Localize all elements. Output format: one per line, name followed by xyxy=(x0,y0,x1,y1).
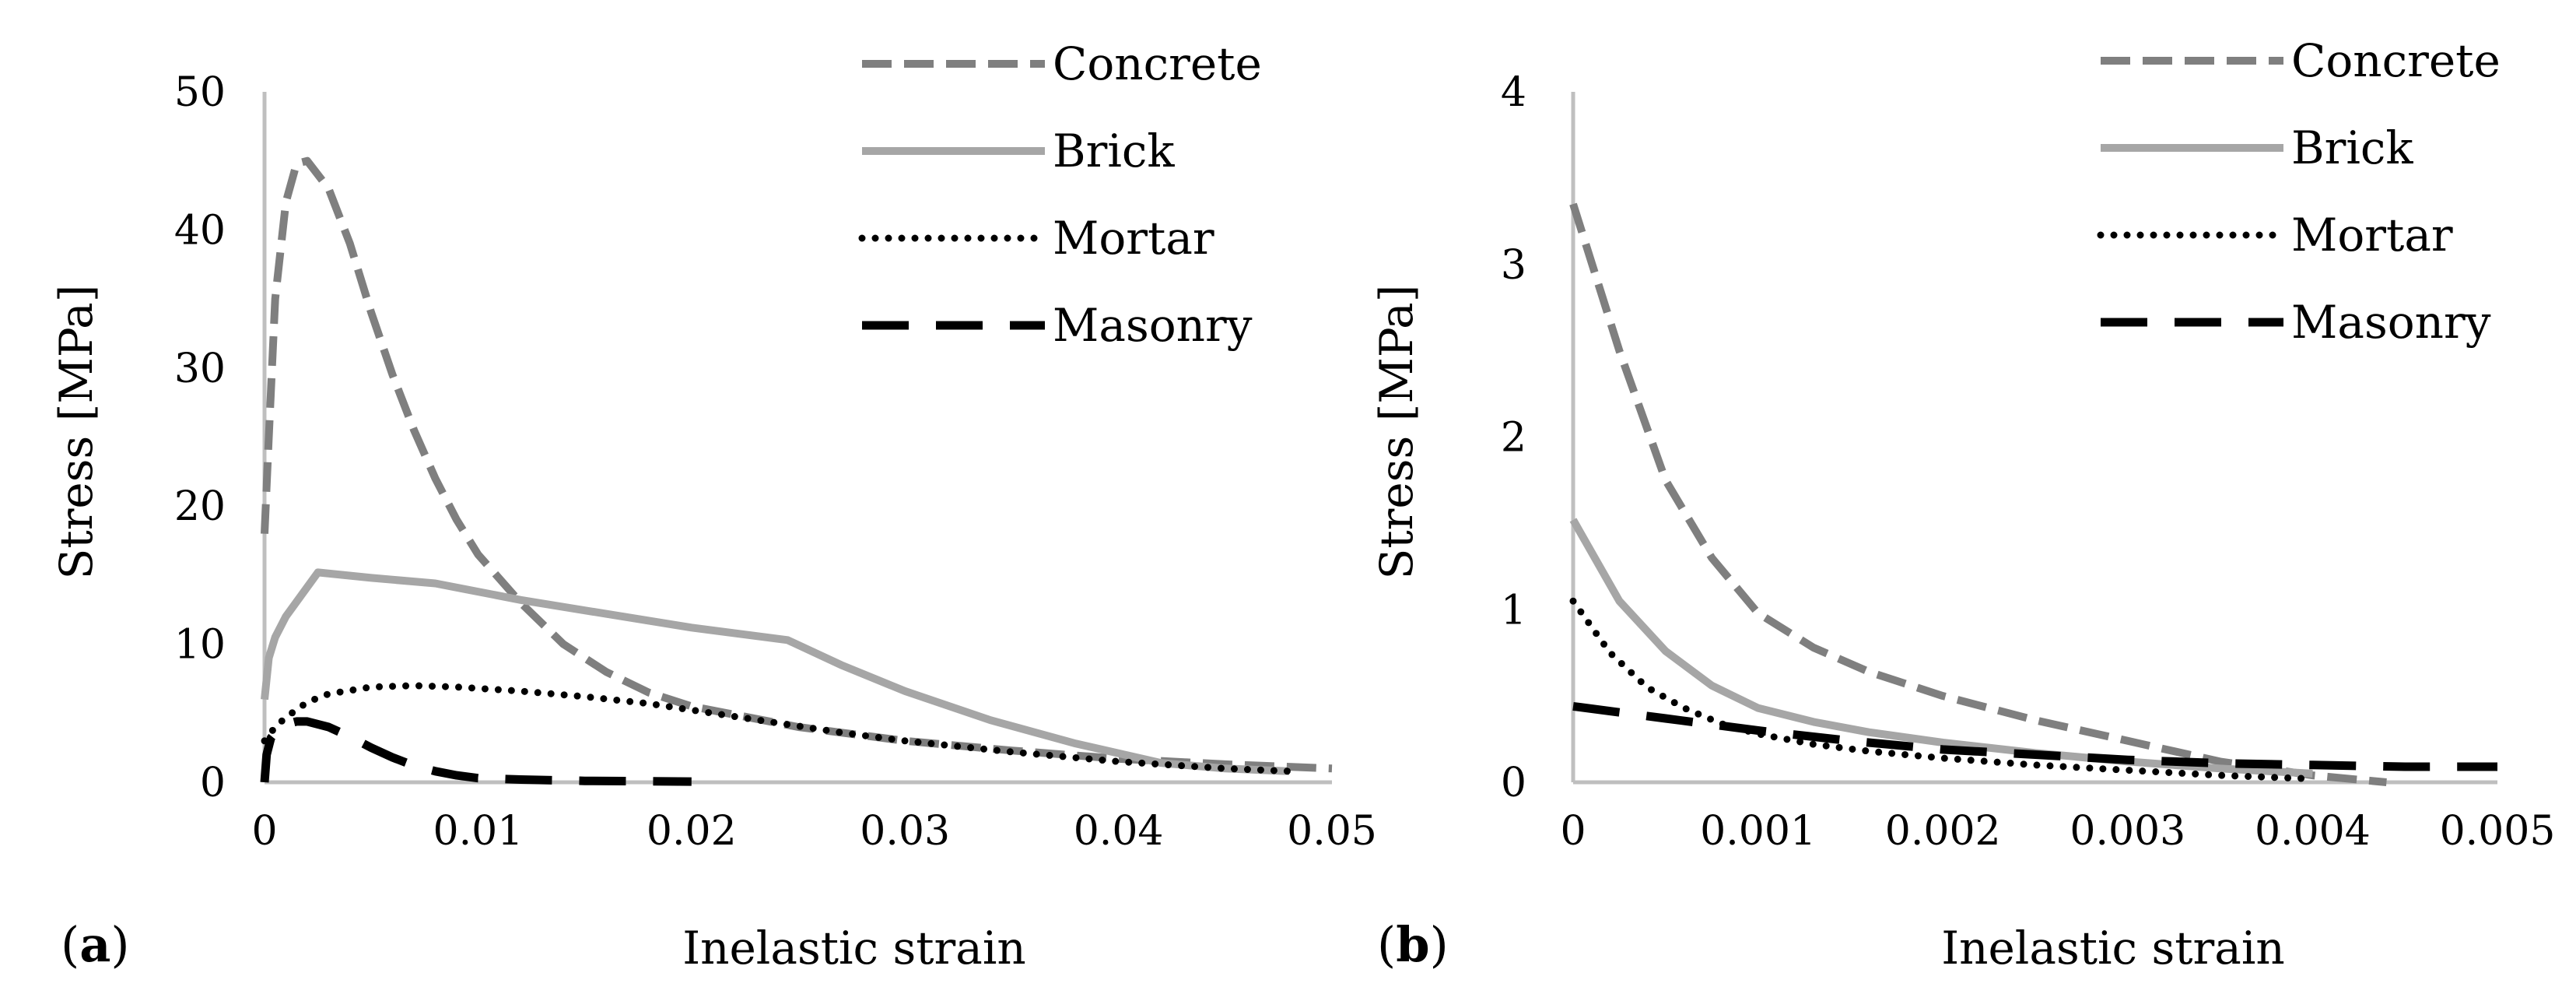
series-line-brick xyxy=(261,568,1290,775)
x-tick-label: 0.004 xyxy=(2255,808,2371,855)
x-tick-label: 0.02 xyxy=(647,808,737,855)
x-tick-label: 0.04 xyxy=(1074,808,1164,855)
y-tick-label: 3 xyxy=(1501,242,1526,289)
x-tick-label: 0.05 xyxy=(1287,808,1377,855)
series-line-concrete xyxy=(1569,202,2387,786)
y-tick-label: 10 xyxy=(174,622,226,669)
legend-label-masonry: Masonry xyxy=(1053,299,1253,352)
legend-label-mortar: Mortar xyxy=(2291,209,2453,262)
x-tick-label: 0.001 xyxy=(1700,808,1816,855)
y-axis-label: Stress [MPa] xyxy=(1370,285,1423,580)
legend-label-masonry: Masonry xyxy=(2291,296,2491,349)
series-line-concrete xyxy=(261,156,1333,773)
y-tick-label: 30 xyxy=(174,346,226,392)
x-tick-label: 0 xyxy=(1560,808,1586,855)
y-tick-label: 50 xyxy=(174,69,226,116)
x-tick-label: 0.01 xyxy=(433,808,524,855)
chart-panel-a: 0 10 20 30 40 50 0 0.01 0.02 0.03 0.04 0.05 Inelasti… xyxy=(50,37,1377,975)
legend-label-concrete: Concrete xyxy=(2291,34,2501,87)
x-tick-label: 0.002 xyxy=(1885,808,2001,855)
series-line-brick xyxy=(1569,518,2313,778)
legend-label-brick: Brick xyxy=(2291,121,2413,174)
y-tick-label: 20 xyxy=(174,483,226,530)
legend-label-mortar: Mortar xyxy=(1053,212,1214,265)
y-tick-label: 0 xyxy=(200,760,226,806)
x-tick-label: 0.005 xyxy=(2440,808,2556,855)
series-line-masonry xyxy=(1572,701,2497,771)
y-tick-label: 4 xyxy=(1501,69,1526,116)
x-tick-label: 0.003 xyxy=(2070,808,2185,855)
y-tick-label: 40 xyxy=(174,207,226,254)
y-axis-label: Stress [MPa] xyxy=(50,285,103,580)
y-tick-label: 0 xyxy=(1501,760,1526,806)
x-tick-label: 0 xyxy=(251,808,277,855)
x-axis-label: Inelastic strain xyxy=(1941,922,2285,975)
legend-label-brick: Brick xyxy=(1053,125,1175,177)
y-tick-label: 2 xyxy=(1501,415,1526,462)
panel-label: (b) xyxy=(1377,916,1449,973)
y-tick-label: 1 xyxy=(1501,587,1526,634)
chart-panel-b: 0 1 2 3 4 0 0.001 0.002 0.003 0.004 0.005 Inelastic… xyxy=(1370,34,2555,975)
panel-label: (a) xyxy=(61,916,130,973)
x-axis-label: Inelastic strain xyxy=(682,922,1026,975)
series-line-mortar xyxy=(261,682,1293,775)
legend-label-concrete: Concrete xyxy=(1053,37,1262,90)
series-line-mortar xyxy=(1569,597,2316,783)
x-tick-label: 0.03 xyxy=(860,808,950,855)
series-line-masonry xyxy=(260,717,692,786)
